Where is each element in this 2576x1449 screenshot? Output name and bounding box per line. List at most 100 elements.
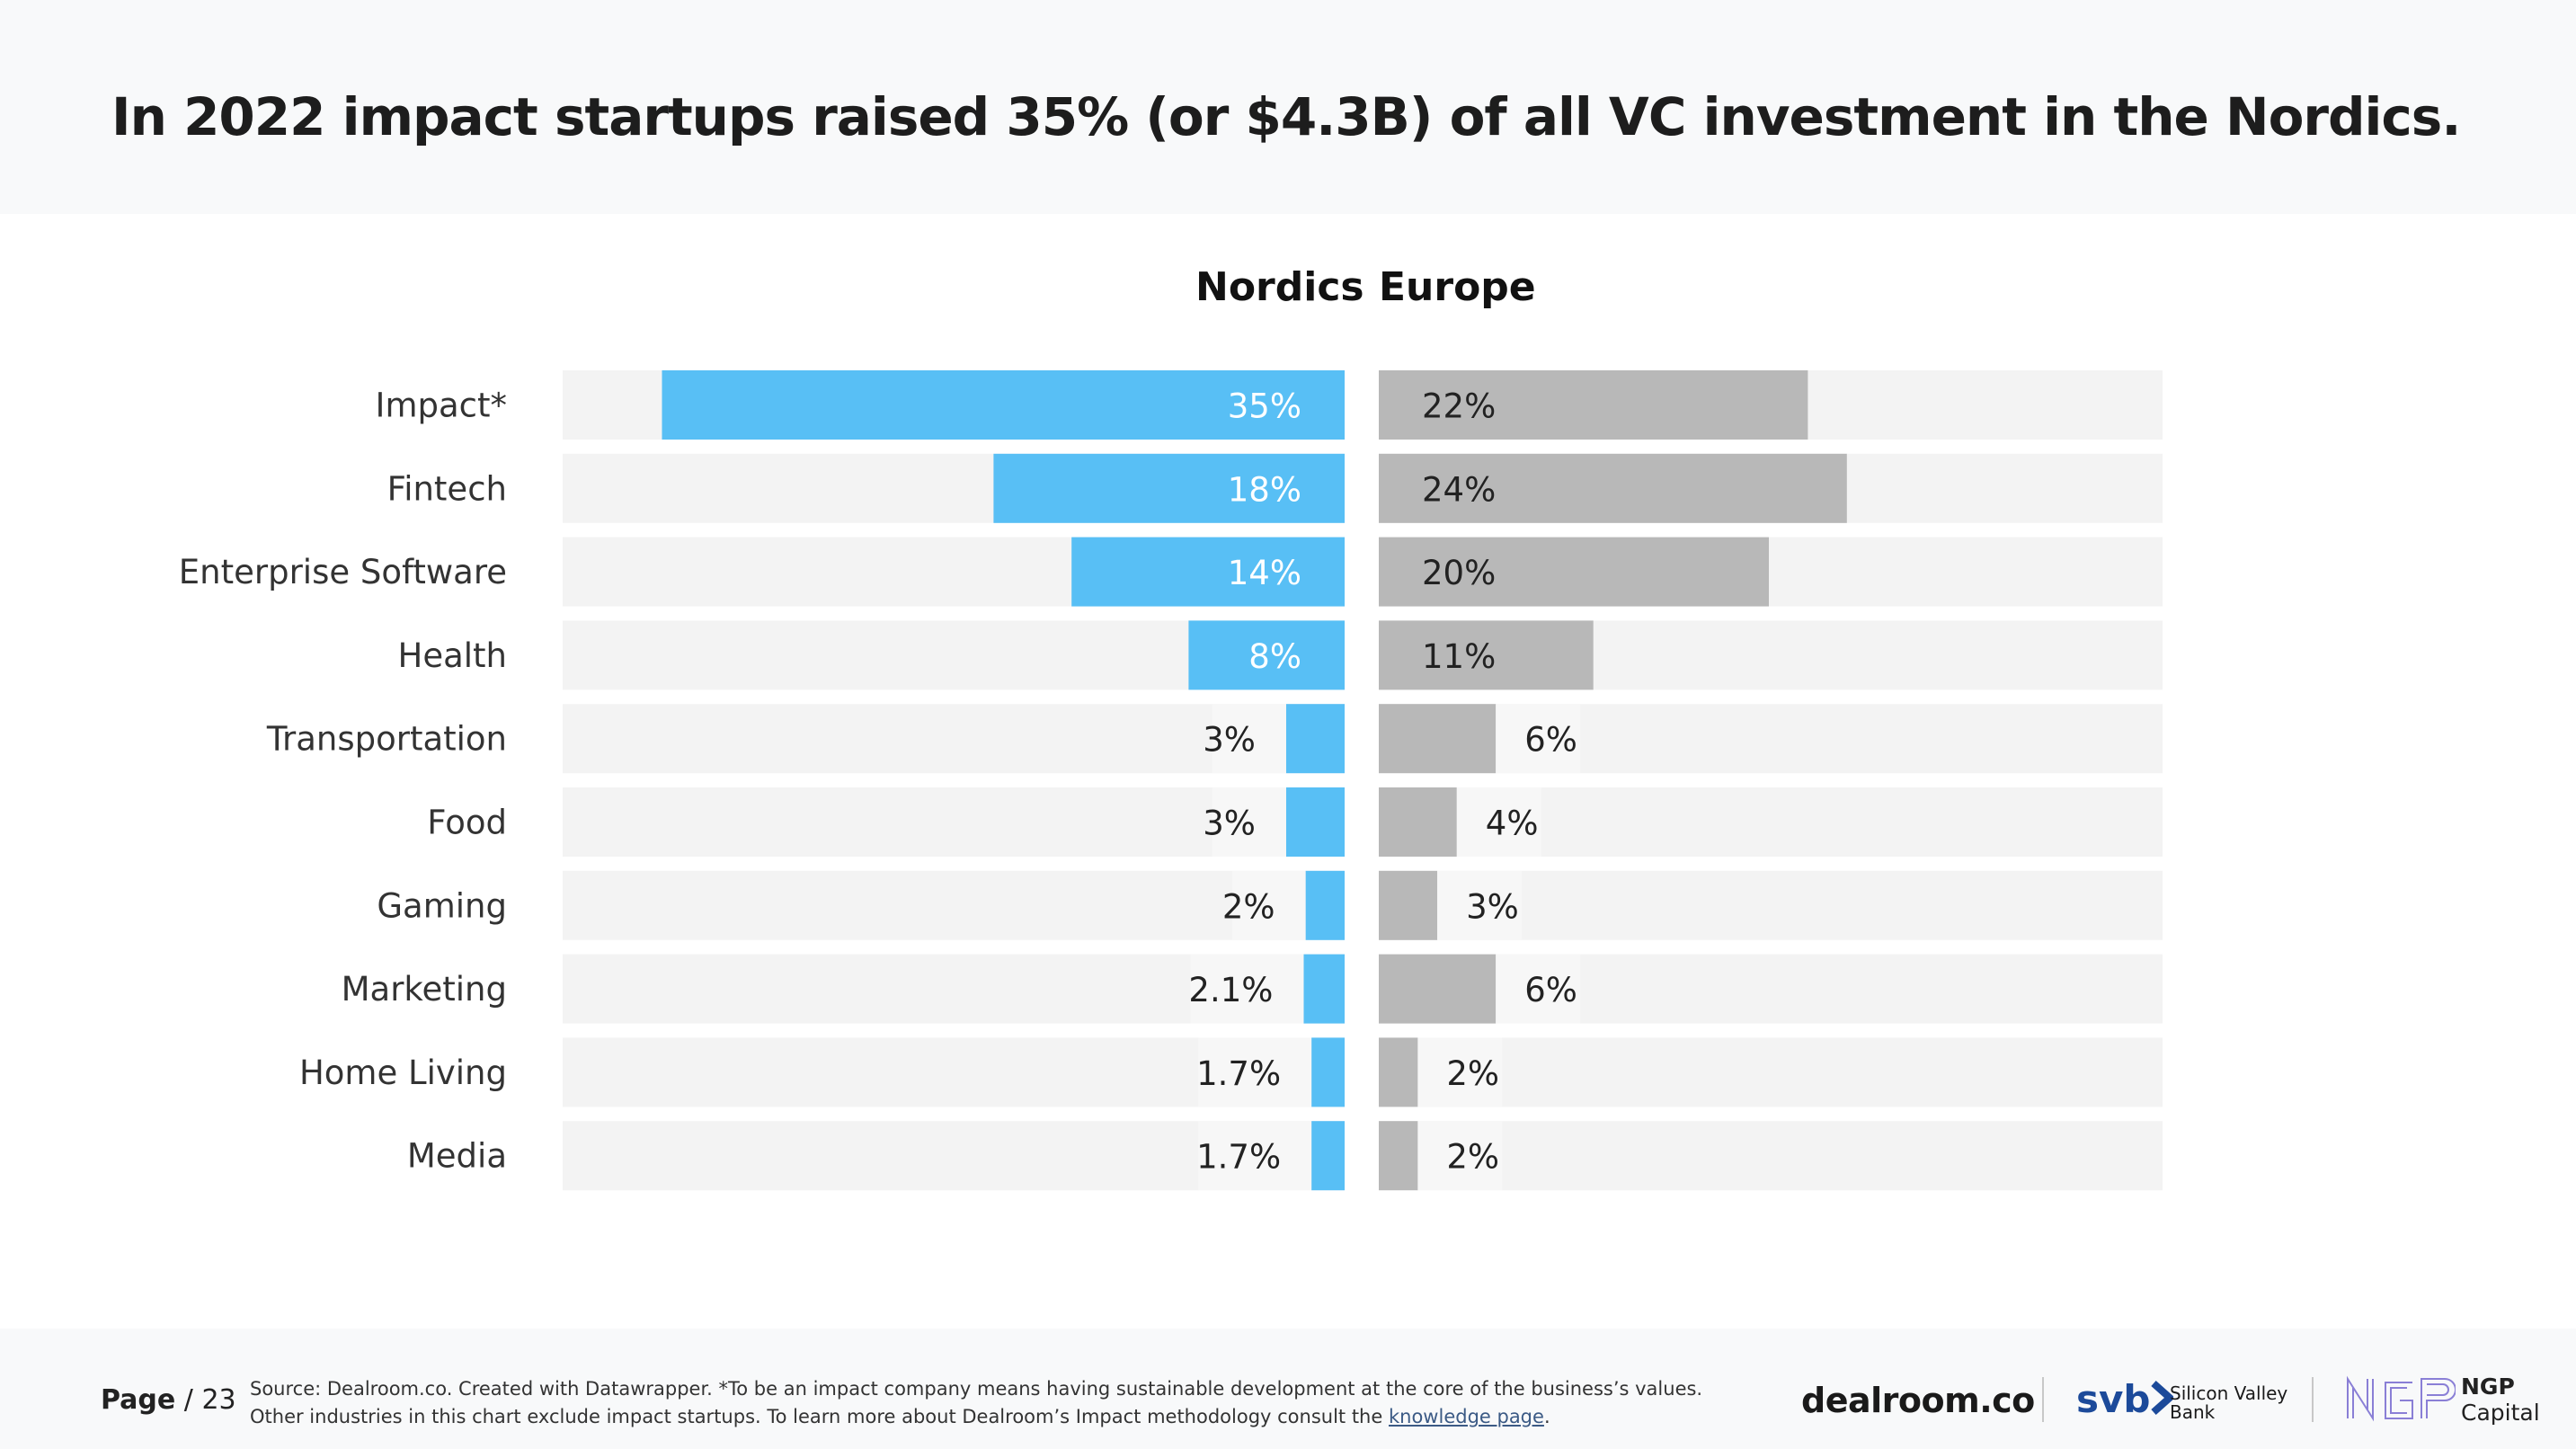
chart-row: Transportation 3% 6% <box>266 704 2163 774</box>
nordics-bar <box>1311 1121 1345 1191</box>
nordics-bar <box>993 453 1345 523</box>
nordics-bar <box>1303 954 1345 1024</box>
europe-label-bg <box>1456 787 1541 857</box>
europe-bar <box>1379 1121 1418 1191</box>
europe-track <box>1379 1121 2163 1191</box>
nordics-bar <box>1305 870 1345 940</box>
europe-value-label: 11% <box>1422 637 1496 676</box>
category-label: Fintech <box>387 469 507 508</box>
category-label: Home Living <box>299 1053 507 1092</box>
page-indicator: Page / 23 <box>101 1384 236 1416</box>
ngp-logo-mark-icon <box>2347 1375 2456 1422</box>
chart-row: Fintech 18% 24% <box>387 453 2163 523</box>
europe-bar <box>1379 620 1594 690</box>
source-line-2: Other industries in this chart exclude i… <box>250 1403 1702 1431</box>
category-label: Media <box>407 1137 507 1176</box>
category-label: Enterprise Software <box>179 553 507 591</box>
europe-value-label: 22% <box>1422 387 1496 426</box>
header-band <box>0 0 2576 214</box>
category-label: Marketing <box>342 970 507 1009</box>
nordics-value-label: 8% <box>1248 637 1301 676</box>
nordics-label-bg <box>1190 954 1304 1024</box>
nordics-value-label: 1.7% <box>1196 1054 1281 1093</box>
europe-value-label: 24% <box>1422 470 1496 509</box>
europe-label-bg <box>1496 704 1581 774</box>
nordics-track <box>563 870 1345 940</box>
chart-row: Marketing 2.1% 6% <box>342 954 2163 1024</box>
nordics-label-bg <box>1212 704 1286 774</box>
butterfly-bar-chart: Impact* 35% 22% Fintech 18% 24% Enterprise Sof… <box>179 370 2163 1191</box>
nordics-bar <box>662 370 1345 440</box>
source-line-2-text: Other industries in this chart exclude i… <box>250 1406 1383 1427</box>
europe-bar <box>1379 704 1497 774</box>
ngp-line-1: NGP <box>2461 1373 2515 1400</box>
ngp-logo-text: NGP Capital <box>2461 1373 2540 1426</box>
nordics-bar <box>1285 704 1345 774</box>
chart-row: Media 1.7% 2% <box>407 1121 2163 1191</box>
europe-bar <box>1379 453 1847 523</box>
nordics-value-label: 14% <box>1228 554 1301 592</box>
nordics-value-label: 3% <box>1203 721 1256 760</box>
page-label: Page <box>101 1384 176 1416</box>
europe-label-bg <box>1496 954 1581 1024</box>
europe-label-bg <box>1417 1121 1503 1191</box>
chart-row: Home Living 1.7% 2% <box>299 1037 2163 1107</box>
nordics-value-label: 18% <box>1228 470 1301 509</box>
europe-bar <box>1379 787 1457 857</box>
nordics-label-bg <box>1198 1121 1312 1191</box>
europe-value-label: 6% <box>1524 721 1577 760</box>
svb-line-1: Silicon Valley <box>2170 1382 2288 1404</box>
category-label: Food <box>427 804 507 842</box>
nordics-value-label: 1.7% <box>1196 1138 1281 1177</box>
europe-value-label: 3% <box>1466 887 1519 926</box>
chart-row: Impact* 35% 22% <box>376 370 2163 440</box>
category-label: Transportation <box>266 720 507 759</box>
nordics-bar <box>1071 537 1345 607</box>
nordics-value-label: 2% <box>1222 887 1275 926</box>
europe-bar <box>1379 1037 1418 1107</box>
nordics-value-label: 2.1% <box>1188 971 1273 1009</box>
page-title: In 2022 impact startups raised 35% (or $… <box>111 86 2461 147</box>
nordics-label-bg <box>1198 1037 1312 1107</box>
nordics-bar <box>1188 620 1345 690</box>
nordics-value-label: 3% <box>1203 805 1256 843</box>
chart-row: Food 3% 4% <box>427 787 2163 857</box>
europe-column-header: Europe <box>1379 264 1536 310</box>
europe-value-label: 6% <box>1524 971 1577 1009</box>
svb-logo-text: svb <box>2076 1377 2151 1421</box>
category-label: Health <box>398 636 508 675</box>
source-note: Source: Dealroom.co. Created with Datawr… <box>250 1375 1702 1431</box>
chart-row: Health 8% 11% <box>398 620 2163 690</box>
dealroom-logo: dealroom.co <box>1801 1381 2035 1420</box>
europe-value-label: 2% <box>1446 1054 1499 1093</box>
knowledge-page-link[interactable]: knowledge page <box>1388 1406 1544 1427</box>
category-label: Impact* <box>376 387 507 425</box>
svb-logo-subtext: Silicon Valley Bank <box>2170 1384 2287 1422</box>
chart-row: Enterprise Software 14% 20% <box>179 537 2163 607</box>
europe-value-label: 2% <box>1446 1138 1499 1177</box>
footer-band <box>0 1329 2576 1449</box>
europe-track <box>1379 1037 2163 1107</box>
nordics-label-bg <box>1212 787 1286 857</box>
logo-divider <box>2312 1377 2314 1422</box>
logo-divider <box>2042 1377 2044 1422</box>
nordics-label-bg <box>1231 870 1306 940</box>
europe-bar <box>1379 370 1808 440</box>
nordics-value-label: 35% <box>1228 387 1301 426</box>
europe-label-bg <box>1417 1037 1503 1107</box>
europe-value-label: 20% <box>1422 554 1496 592</box>
chart-row: Gaming 2% 3% <box>377 870 2163 940</box>
page-number: / 23 <box>183 1384 236 1416</box>
source-line-2-end: . <box>1543 1406 1550 1427</box>
category-label: Gaming <box>377 886 507 925</box>
nordics-bar <box>1311 1037 1345 1107</box>
source-line-1: Source: Dealroom.co. Created with Datawr… <box>250 1378 1703 1400</box>
europe-bar <box>1379 870 1438 940</box>
nordics-column-header: Nordics <box>1195 264 1364 310</box>
europe-bar <box>1379 954 1497 1024</box>
svb-chevron-icon <box>2151 1381 2176 1415</box>
ngp-line-2: Capital <box>2461 1400 2540 1426</box>
svb-line-2: Bank <box>2170 1401 2216 1423</box>
europe-label-bg <box>1437 870 1523 940</box>
europe-bar <box>1379 537 1769 607</box>
